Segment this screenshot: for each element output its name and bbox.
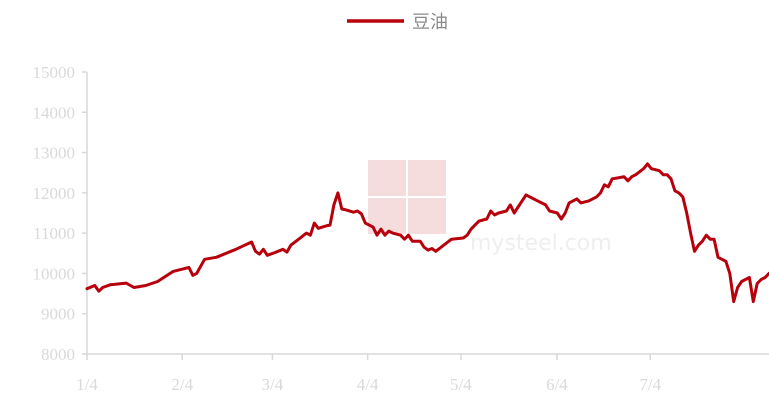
y-tick-label: 13000 bbox=[33, 144, 76, 163]
series-line-soybean-oil bbox=[85, 162, 769, 304]
x-axis-ticks: 1/4 2/4 3/4 4/4 5/4 6/4 7/4 bbox=[76, 354, 662, 394]
x-tick-label: 5/4 bbox=[450, 375, 472, 394]
x-tick-label: 1/4 bbox=[76, 375, 98, 394]
y-tick-label: 10000 bbox=[33, 264, 76, 283]
x-tick-label: 7/4 bbox=[639, 375, 661, 394]
y-tick-label: 12000 bbox=[33, 184, 76, 203]
legend: 豆油 bbox=[347, 12, 448, 33]
legend-label: 豆油 bbox=[412, 12, 448, 33]
x-tick-label: 4/4 bbox=[357, 375, 379, 394]
y-tick-label: 9000 bbox=[41, 305, 75, 324]
y-tick-label: 8000 bbox=[41, 345, 75, 364]
watermark-logo: mysteel.com bbox=[368, 160, 612, 256]
y-tick-label: 14000 bbox=[33, 103, 76, 122]
y-tick-label: 11000 bbox=[33, 224, 75, 243]
y-tick-label: 15000 bbox=[33, 63, 76, 82]
x-tick-label: 6/4 bbox=[546, 375, 568, 394]
watermark-text: mysteel.com bbox=[470, 231, 612, 256]
x-tick-label: 3/4 bbox=[262, 375, 284, 394]
x-tick-label: 2/4 bbox=[171, 375, 193, 394]
y-axis-ticks: 8000 9000 10000 11000 12000 13000 14000 15000 bbox=[33, 63, 87, 364]
